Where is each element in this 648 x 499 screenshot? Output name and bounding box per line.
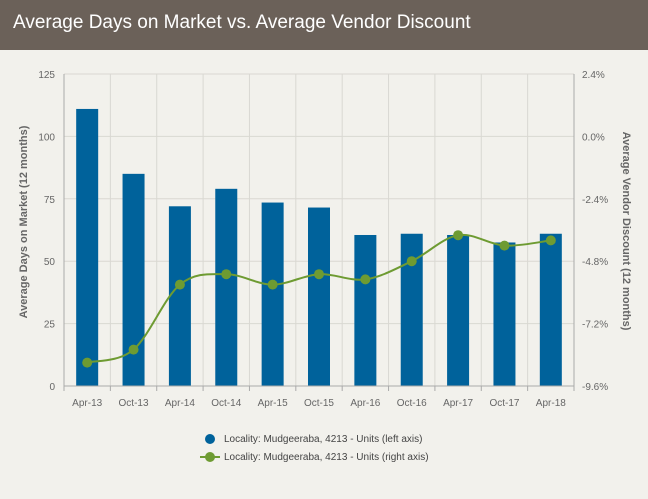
- left-axis-title: Average Days on Market (12 months): [18, 125, 30, 318]
- legend-label-bars: Locality: Mudgeeraba, 4213 - Units (left…: [224, 433, 423, 445]
- x-tick-label: Apr-15: [258, 398, 288, 409]
- bar[interactable]: [447, 234, 470, 386]
- legend: Locality: Mudgeeraba, 4213 - Units (left…: [200, 430, 429, 466]
- x-tick-label: Apr-18: [536, 398, 566, 409]
- x-tick-label: Oct-14: [211, 398, 241, 409]
- y-tick-label: 50: [44, 257, 56, 268]
- bar[interactable]: [261, 202, 284, 386]
- line-point[interactable]: [82, 357, 93, 368]
- y-tick-label: 100: [38, 132, 55, 143]
- y-tick-label: 0: [49, 382, 55, 393]
- bar[interactable]: [400, 233, 423, 386]
- bar[interactable]: [539, 233, 562, 386]
- x-tick-label: Oct-15: [304, 398, 334, 409]
- chart-title: Average Days on Market vs. Average Vendo…: [13, 12, 471, 33]
- line-point[interactable]: [453, 230, 464, 241]
- axes: [63, 74, 575, 391]
- y2-tick-label: 2.4%: [582, 70, 605, 81]
- y2-tick-label: -4.8%: [582, 257, 608, 268]
- line-point[interactable]: [406, 256, 417, 267]
- line-point[interactable]: [174, 279, 185, 290]
- bar-marker-icon: [205, 434, 215, 444]
- legend-item-bars[interactable]: Locality: Mudgeeraba, 4213 - Units (left…: [200, 430, 429, 448]
- line-point[interactable]: [360, 274, 371, 285]
- line-point[interactable]: [128, 344, 139, 355]
- x-tick-label: Apr-17: [443, 398, 473, 409]
- bar[interactable]: [76, 108, 99, 386]
- y-tick-label: 75: [44, 195, 56, 206]
- line-point[interactable]: [499, 240, 510, 251]
- y2-tick-label: -7.2%: [582, 320, 608, 331]
- y-tick-label: 125: [38, 70, 55, 81]
- y-tick-label: 25: [44, 320, 56, 331]
- bar[interactable]: [168, 206, 191, 386]
- bar[interactable]: [493, 242, 516, 386]
- x-tick-label: Oct-13: [119, 398, 149, 409]
- legend-item-line[interactable]: Locality: Mudgeeraba, 4213 - Units (righ…: [200, 448, 429, 466]
- line-point[interactable]: [221, 269, 232, 280]
- x-tick-label: Oct-17: [489, 398, 519, 409]
- y2-tick-label: 0.0%: [582, 132, 605, 143]
- line-series: [82, 230, 556, 368]
- bar[interactable]: [215, 188, 238, 386]
- y2-tick-label: -9.6%: [582, 382, 608, 393]
- x-tick-label: Apr-16: [350, 398, 380, 409]
- y2-tick-label: -2.4%: [582, 195, 608, 206]
- bar[interactable]: [122, 173, 145, 386]
- line-point[interactable]: [267, 279, 278, 290]
- line-point[interactable]: [314, 269, 324, 280]
- tick-labels: 0 -9.6% 25 -7.2% 50 -4.8% 75 -2.4% 100 0.0% 125 2.4…: [38, 70, 608, 409]
- chart-area: 0 -9.6% 25 -7.2% 50 -4.8% 75 -2.4% 100 0.0% 125 2.4…: [18, 70, 632, 409]
- x-tick-label: Apr-13: [72, 398, 102, 409]
- bar[interactable]: [354, 234, 377, 386]
- legend-label-line: Locality: Mudgeeraba, 4213 - Units (righ…: [224, 451, 429, 463]
- line-point[interactable]: [545, 235, 556, 246]
- bar[interactable]: [308, 207, 330, 386]
- x-tick-label: Apr-14: [165, 398, 195, 409]
- line-marker-icon: [200, 452, 220, 462]
- x-tick-label: Oct-16: [397, 398, 427, 409]
- chart-header: Average Days on Market vs. Average Vendo…: [0, 0, 648, 50]
- bar-series: [76, 108, 562, 386]
- right-axis-title: Average Vendor Discount (12 months): [620, 132, 632, 331]
